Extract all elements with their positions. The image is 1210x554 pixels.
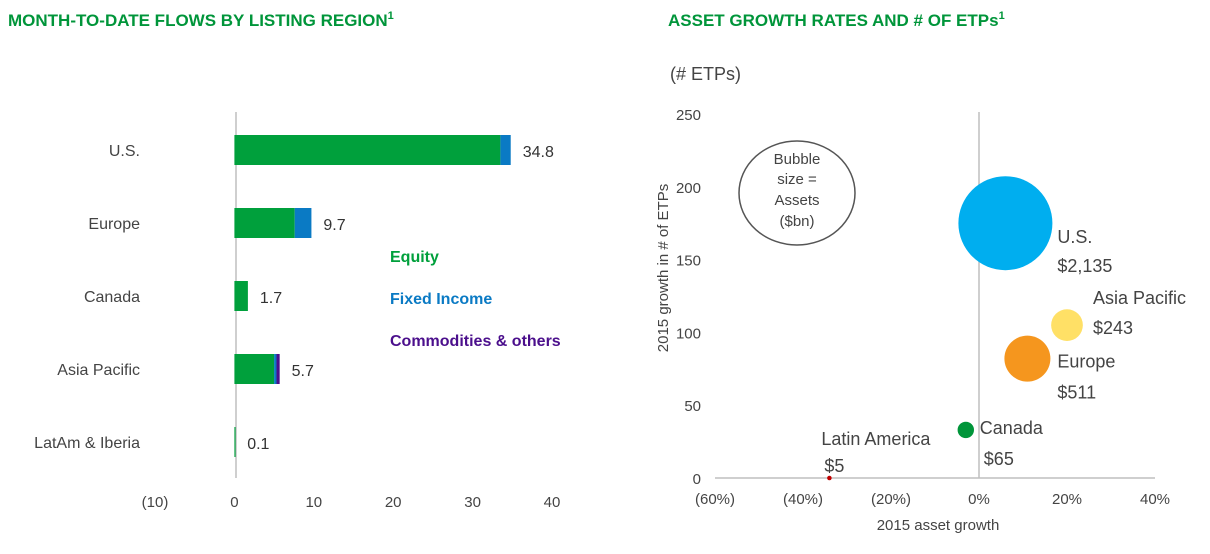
bubble-value-label: $243 <box>1093 318 1133 338</box>
growth-y-axis-label: 2015 growth in # of ETPs <box>655 184 672 352</box>
flows-category-labels: U.S. Europe Canada Asia Pacific LatAm & Iber… <box>34 143 140 452</box>
bar-segment <box>234 354 275 384</box>
x-tick-label: (10) <box>142 494 169 511</box>
x-tick-label: (60%) <box>695 491 735 508</box>
bubble-note-line: Assets <box>774 192 819 209</box>
x-tick-label: 0% <box>968 491 990 508</box>
category-label: Europe <box>88 216 140 233</box>
growth-bubble-labels: U.S. $2,135 Asia Pacific $243 Europe $511 Cana… <box>821 227 1186 476</box>
x-tick-label: (20%) <box>871 491 911 508</box>
bubble-size-note-circle <box>738 140 856 246</box>
y-tick-label: 150 <box>676 253 701 270</box>
flows-bars <box>234 135 511 457</box>
bar-value-label: 34.8 <box>523 144 554 161</box>
legend-entry: Commodities & others <box>390 333 561 350</box>
bar-segment <box>500 135 511 165</box>
category-label: Canada <box>84 289 140 306</box>
growth-x-ticks: (60%) (40%) (20%) 0% 20% 40% <box>695 491 1170 508</box>
bubble-name-label: Asia Pacific <box>1093 288 1186 308</box>
flows-bar-chart: MONTH-TO-DATE FLOWS BY LISTING REGION1 U… <box>8 10 561 511</box>
bubble-value-label: $511 <box>1057 383 1096 403</box>
x-tick-label: 40 <box>544 494 561 511</box>
growth-bubble-chart: ASSET GROWTH RATES AND # OF ETPs1 (# ETP… <box>655 10 1186 534</box>
bubble-name-label: Latin America <box>821 429 931 449</box>
growth-y-ticks: 0 50 100 150 200 250 <box>676 107 701 488</box>
bubble-name-label: Canada <box>980 418 1044 438</box>
bar-value-label: 0.1 <box>247 436 269 453</box>
growth-bubbles <box>827 176 1083 481</box>
x-tick-label: 10 <box>305 494 322 511</box>
bar-value-label: 9.7 <box>323 217 345 234</box>
x-tick-label: 20% <box>1052 491 1082 508</box>
category-label: Asia Pacific <box>57 362 140 379</box>
bubble <box>827 475 832 481</box>
category-label: U.S. <box>109 143 140 160</box>
bubble-name-label: Europe <box>1057 352 1115 372</box>
bubble <box>957 421 975 439</box>
bubble <box>958 176 1053 271</box>
y-tick-label: 0 <box>693 471 701 488</box>
bar-segment <box>234 135 501 165</box>
growth-x-axis-label: 2015 asset growth <box>877 517 1000 534</box>
growth-chart-title: ASSET GROWTH RATES AND # OF ETPs1 <box>668 10 1005 30</box>
flows-value-labels: 34.8 9.7 1.7 5.7 0.1 <box>247 144 554 453</box>
bar-value-label: 1.7 <box>260 290 282 307</box>
bar-segment <box>274 354 277 384</box>
bar-segment <box>234 208 295 238</box>
bubble-note-line: Bubble <box>774 151 821 168</box>
bar-segment <box>234 281 248 311</box>
x-tick-label: 20 <box>385 494 402 511</box>
category-label: LatAm & Iberia <box>34 435 140 452</box>
bar-value-label: 5.7 <box>292 363 314 380</box>
flows-chart-title: MONTH-TO-DATE FLOWS BY LISTING REGION1 <box>8 10 394 30</box>
legend-entry: Fixed Income <box>390 291 492 308</box>
bar-segment <box>294 208 312 238</box>
bubble-size-note: Bubble size = Assets ($bn) <box>738 140 856 246</box>
bubble <box>1051 309 1083 341</box>
bubble <box>1004 335 1051 382</box>
flows-x-ticks: (10) 0 10 20 30 40 <box>142 494 561 511</box>
x-tick-label: 30 <box>464 494 481 511</box>
bar-segment <box>276 354 280 384</box>
bubble-name-label: U.S. <box>1057 227 1092 247</box>
legend-entry: Equity <box>390 249 439 266</box>
flows-legend: Equity Fixed Income Commodities & others <box>390 249 561 350</box>
bubble-value-label: $65 <box>984 449 1014 469</box>
bar-segment <box>234 427 236 457</box>
y-tick-label: 100 <box>676 325 701 342</box>
bubble-value-label: $2,135 <box>1057 256 1112 276</box>
bubble-note-line: ($bn) <box>779 213 814 230</box>
bubble-value-label: $5 <box>824 456 844 476</box>
bubble-note-line: size = <box>777 171 817 188</box>
y-tick-label: 200 <box>676 180 701 197</box>
y-tick-label: 250 <box>676 107 701 124</box>
x-tick-label: 0 <box>230 494 238 511</box>
x-tick-label: 40% <box>1140 491 1170 508</box>
y-tick-label: 50 <box>684 398 701 415</box>
x-tick-label: (40%) <box>783 491 823 508</box>
y-unit-label: (# ETPs) <box>670 64 741 84</box>
